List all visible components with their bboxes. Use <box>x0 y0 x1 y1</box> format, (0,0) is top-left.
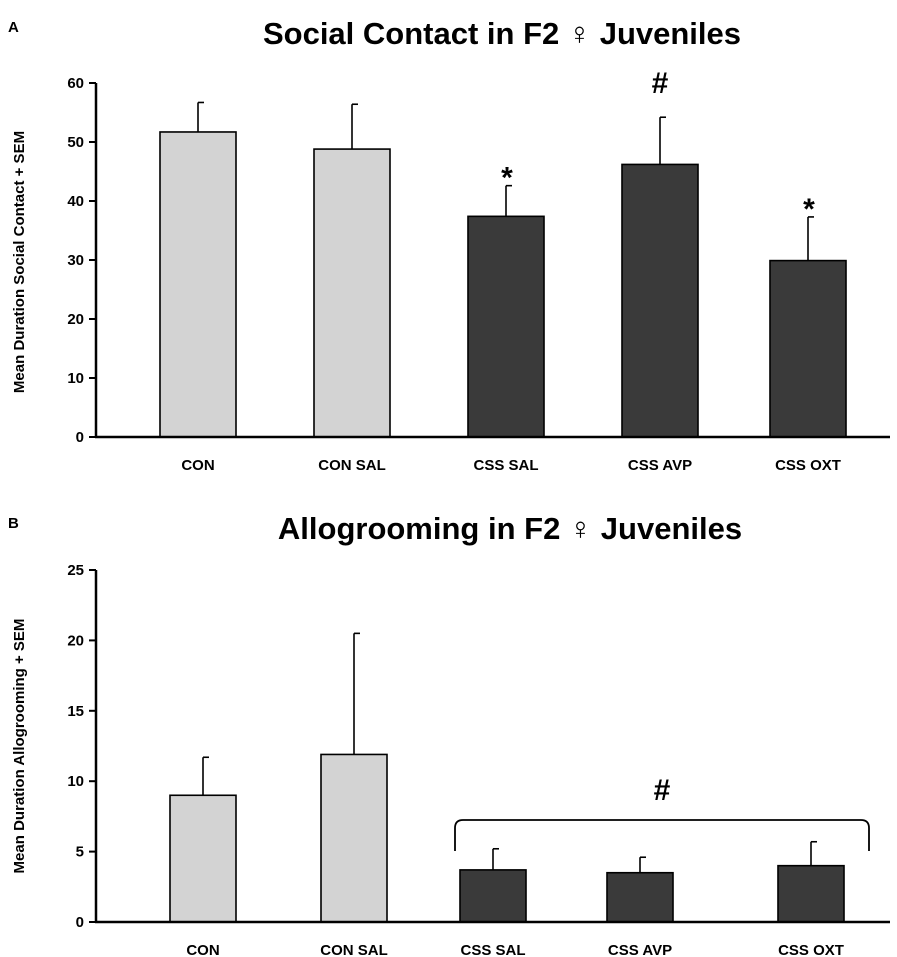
x-tick-label-b-4: CSS AVP <box>608 942 672 957</box>
panel-letter-b: B <box>8 515 19 532</box>
chart-title-a: Social Contact in F2 ♀ Juveniles <box>263 16 741 51</box>
y-ticks-a: 0 10 20 30 40 50 60 <box>67 75 96 446</box>
y-tick-label-a-40: 40 <box>67 193 84 210</box>
bar-a-3 <box>467 215 545 438</box>
x-tick-label-a-4: CSS AVP <box>628 457 692 474</box>
axes-b <box>94 570 890 924</box>
y-tick-label-a-50: 50 <box>67 134 84 151</box>
x-tick-label-b-3: CSS SAL <box>460 942 525 957</box>
error-bars-b <box>202 632 817 873</box>
bar-a-2 <box>313 148 391 438</box>
error-bar-a-2 <box>351 103 358 150</box>
annotation-a-3: * <box>501 162 513 195</box>
bar-b-2 <box>320 753 388 923</box>
chart-panel-b: B Allogrooming in F2 ♀ Juveniles Mean Du… <box>8 511 890 957</box>
y-tick-label-b-15: 15 <box>67 703 84 720</box>
error-bar-b-2 <box>353 632 360 755</box>
x-tick-labels-a: CON CON SAL CSS SAL CSS AVP CSS OXT <box>181 457 841 474</box>
error-bar-a-1 <box>197 101 204 132</box>
annotations-a: * # * <box>501 67 815 226</box>
x-tick-label-b-2: CON SAL <box>320 942 388 957</box>
bar-b-3 <box>459 869 527 923</box>
bar-b-4 <box>606 871 674 923</box>
y-tick-label-b-20: 20 <box>67 632 84 649</box>
annotations-b: # <box>454 774 870 851</box>
error-bar-a-5 <box>807 216 814 261</box>
panel-letter-a: A <box>8 19 19 36</box>
error-bar-a-3 <box>505 184 512 217</box>
x-tick-label-a-3: CSS SAL <box>473 457 538 474</box>
bar-b-5 <box>777 864 845 923</box>
bar-a-1 <box>159 131 237 438</box>
group-annotation-b: # <box>654 774 671 807</box>
y-tick-label-b-25: 25 <box>67 562 84 579</box>
error-bar-b-1 <box>202 756 209 796</box>
error-bar-a-4 <box>659 116 666 165</box>
y-tick-label-a-20: 20 <box>67 311 84 328</box>
x-tick-label-a-2: CON SAL <box>318 457 386 474</box>
bar-b-1 <box>169 794 237 923</box>
error-bar-b-4 <box>639 856 646 873</box>
x-tick-label-b-5: CSS OXT <box>778 942 844 957</box>
x-tick-labels-b: CON CON SAL CSS SAL CSS AVP CSS OXT <box>186 942 844 957</box>
y-tick-label-b-0: 0 <box>76 914 84 931</box>
y-tick-label-b-5: 5 <box>76 844 84 861</box>
y-tick-label-a-0: 0 <box>76 429 84 446</box>
annotation-a-5: * <box>803 193 815 226</box>
y-ticks-b: 0 5 10 15 20 25 <box>67 562 96 931</box>
bars-b <box>169 753 845 923</box>
error-bar-b-5 <box>810 840 817 866</box>
y-axis-label-a: Mean Duration Social Contact + SEM <box>11 131 28 393</box>
chart-panel-a: A Social Contact in F2 ♀ Juveniles Mean … <box>8 16 890 474</box>
annotation-a-4: # <box>652 67 669 100</box>
x-tick-label-b-1: CON <box>186 942 219 957</box>
y-tick-label-a-60: 60 <box>67 75 84 92</box>
bar-a-4 <box>621 163 699 438</box>
error-bar-b-3 <box>492 847 499 870</box>
y-tick-label-a-10: 10 <box>67 370 84 387</box>
y-tick-label-b-10: 10 <box>67 773 84 790</box>
y-axis-label-b: Mean Duration Allogrooming + SEM <box>11 619 28 874</box>
group-bracket-b <box>454 819 870 851</box>
y-tick-label-a-30: 30 <box>67 252 84 269</box>
error-bars-a <box>197 101 814 261</box>
bar-a-5 <box>769 259 847 438</box>
x-tick-label-a-1: CON <box>181 457 214 474</box>
x-tick-label-a-5: CSS OXT <box>775 457 841 474</box>
chart-title-b: Allogrooming in F2 ♀ Juveniles <box>278 511 742 546</box>
